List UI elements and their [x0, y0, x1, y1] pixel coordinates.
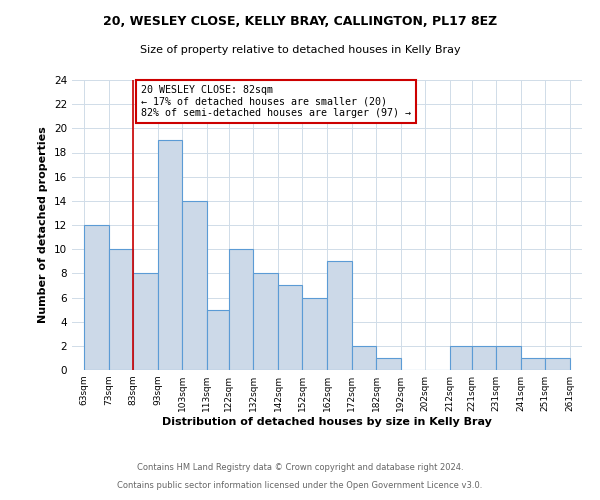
Bar [352, 346, 376, 370]
Bar [449, 346, 472, 370]
Text: Contains public sector information licensed under the Open Government Licence v3: Contains public sector information licen… [118, 481, 482, 490]
Y-axis label: Number of detached properties: Number of detached properties [38, 126, 49, 324]
Text: 20 WESLEY CLOSE: 82sqm
← 17% of detached houses are smaller (20)
82% of semi-det: 20 WESLEY CLOSE: 82sqm ← 17% of detached… [140, 85, 410, 118]
Bar [182, 201, 207, 370]
Bar [521, 358, 545, 370]
Bar [229, 249, 253, 370]
Bar [302, 298, 327, 370]
Text: Contains HM Land Registry data © Crown copyright and database right 2024.: Contains HM Land Registry data © Crown c… [137, 464, 463, 472]
Bar [376, 358, 401, 370]
Text: Size of property relative to detached houses in Kelly Bray: Size of property relative to detached ho… [140, 45, 460, 55]
Text: 20, WESLEY CLOSE, KELLY BRAY, CALLINGTON, PL17 8EZ: 20, WESLEY CLOSE, KELLY BRAY, CALLINGTON… [103, 15, 497, 28]
Bar [133, 274, 158, 370]
Bar [109, 249, 133, 370]
Bar [207, 310, 229, 370]
Bar [84, 225, 109, 370]
Bar [253, 274, 278, 370]
X-axis label: Distribution of detached houses by size in Kelly Bray: Distribution of detached houses by size … [162, 417, 492, 427]
Bar [496, 346, 521, 370]
Bar [327, 261, 352, 370]
Bar [472, 346, 496, 370]
Bar [278, 286, 302, 370]
Bar [158, 140, 182, 370]
Bar [545, 358, 570, 370]
